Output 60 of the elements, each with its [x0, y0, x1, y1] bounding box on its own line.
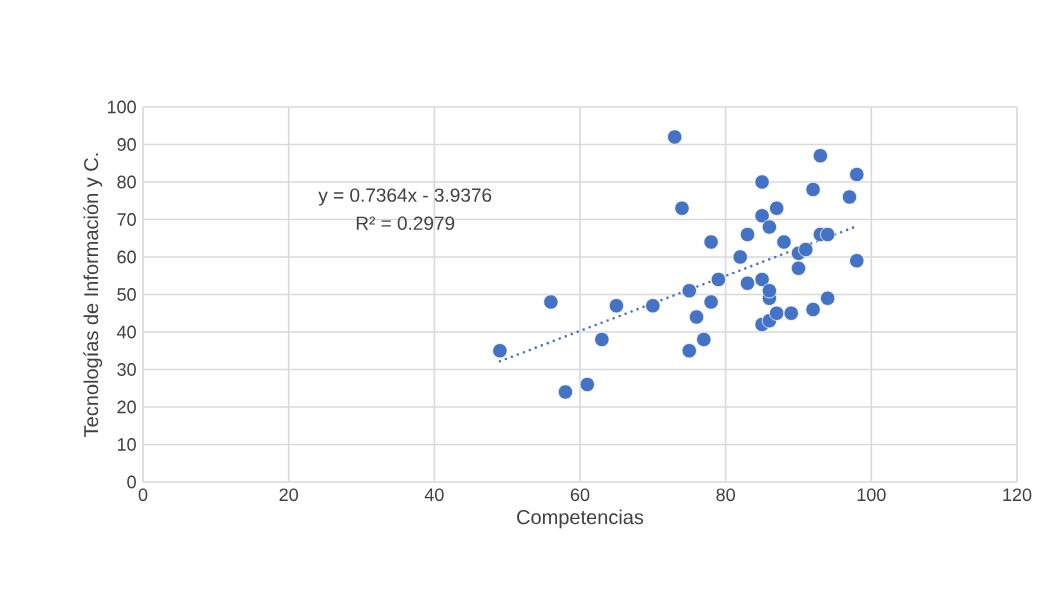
- point: [681, 343, 697, 359]
- point: [820, 226, 836, 243]
- point: [492, 343, 508, 359]
- x-tick-label: 40: [424, 488, 444, 502]
- point: [739, 226, 756, 243]
- point: [739, 275, 756, 291]
- point: [761, 283, 777, 299]
- y-axis-title: Tecnologías de Información y C.: [83, 153, 103, 437]
- y-tick-label: 90: [117, 138, 136, 151]
- point: [783, 305, 799, 321]
- point: [681, 283, 697, 299]
- y-tick-label: 100: [107, 100, 136, 114]
- point: [805, 181, 821, 198]
- point: [754, 208, 770, 224]
- point: [849, 166, 865, 183]
- point: [594, 331, 610, 348]
- x-tick-label: 100: [857, 488, 886, 502]
- y-tick-label: 30: [117, 363, 136, 376]
- point: [696, 331, 712, 348]
- point: [849, 253, 865, 269]
- annotation: R² = 0.2979: [356, 216, 455, 230]
- point: [667, 129, 683, 145]
- y-tick-label: 40: [116, 325, 136, 339]
- x-axis-title: Competencias: [517, 509, 644, 529]
- point: [761, 219, 777, 235]
- point: [841, 189, 858, 205]
- point: [776, 234, 792, 250]
- point: [798, 241, 814, 258]
- x-tick-label: 120: [1003, 488, 1032, 502]
- x-tick-label: 80: [716, 488, 735, 502]
- point: [790, 260, 807, 276]
- annotation: y = 0.7364x - 3.9376: [318, 188, 492, 206]
- point: [820, 290, 836, 306]
- point: [543, 294, 559, 310]
- point: [645, 298, 661, 314]
- point: [579, 376, 595, 393]
- point: [703, 294, 719, 310]
- point: [703, 234, 719, 250]
- point: [805, 301, 821, 318]
- y-tick-label: 60: [117, 250, 136, 264]
- point: [674, 200, 690, 216]
- point: [710, 271, 726, 288]
- y-tick-label: 50: [117, 288, 136, 301]
- x-tick-label: 60: [570, 488, 590, 502]
- point: [688, 309, 705, 325]
- point: [754, 174, 770, 190]
- point: [557, 384, 574, 400]
- point: [732, 249, 748, 265]
- point: [608, 298, 625, 314]
- x-tick-label: 20: [279, 488, 298, 502]
- point: [754, 271, 770, 288]
- point: [769, 200, 785, 216]
- y-tick-label: 10: [117, 438, 136, 451]
- point: [812, 148, 828, 164]
- x-tick-label: 0: [138, 488, 148, 502]
- y-tick-label: 80: [117, 175, 136, 189]
- y-tick-label: 20: [117, 400, 136, 414]
- y-tick-label: 0: [127, 475, 136, 489]
- y-tick-label: 70: [117, 213, 136, 226]
- point: [769, 305, 785, 321]
